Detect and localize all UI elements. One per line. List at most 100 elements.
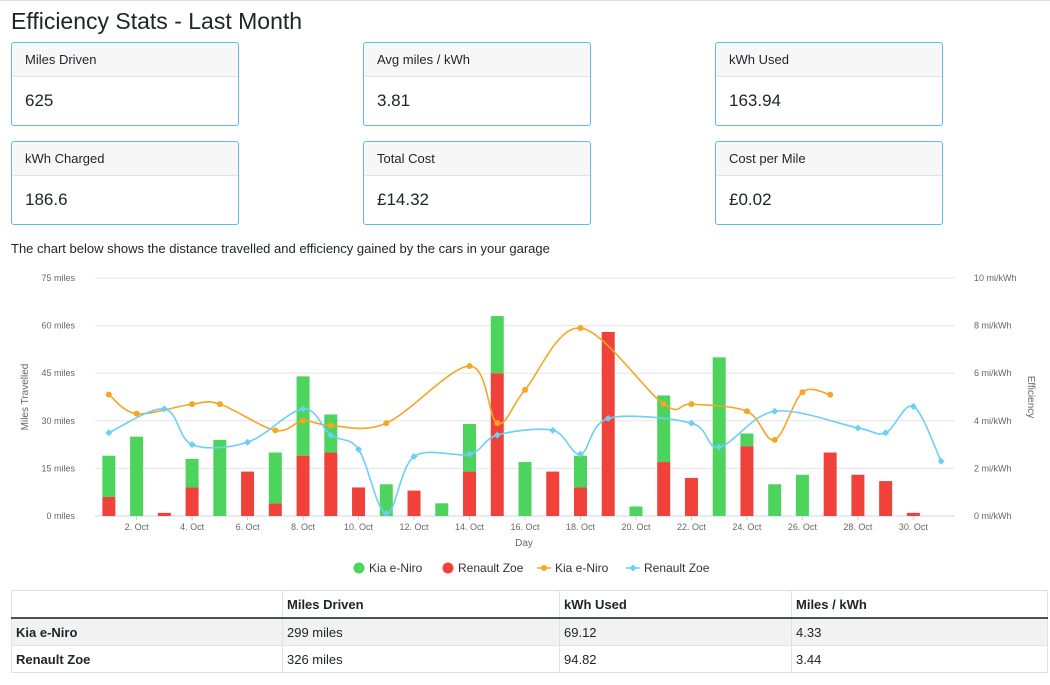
point-kia-e-niro[interactable] xyxy=(688,401,695,408)
x-axis-ticks: 2. Oct 4. Oct 6. Oct 8. Oct 10. Oct 12. Oct 14… xyxy=(95,515,955,532)
point-kia-e-niro[interactable] xyxy=(216,401,223,408)
bar-renault-zoe[interactable] xyxy=(157,512,171,516)
point-kia-e-niro[interactable] xyxy=(743,408,750,415)
kwh-used-card: kWh Used 163.94 xyxy=(715,42,943,126)
point-kia-e-niro[interactable] xyxy=(771,436,778,443)
point-renault-zoe[interactable] xyxy=(715,443,723,451)
cost-per-mile-card: Cost per Mile £0.02 xyxy=(715,141,943,225)
bar-renault-zoe[interactable] xyxy=(851,474,865,516)
bar-renault-zoe[interactable] xyxy=(740,446,754,516)
point-renault-zoe[interactable] xyxy=(771,407,779,415)
bar-renault-zoe[interactable] xyxy=(185,487,199,516)
legend-item-zoe-bars[interactable]: Renault Zoe xyxy=(442,561,524,575)
point-renault-zoe[interactable] xyxy=(105,429,113,437)
x-axis-tick-label: 18. Oct xyxy=(566,522,596,532)
bar-kia-e-niro[interactable] xyxy=(740,433,754,447)
bar-kia-e-niro[interactable] xyxy=(296,376,310,456)
right-axis-tick-label: 0 mi/kWh xyxy=(974,511,1012,521)
point-renault-zoe[interactable] xyxy=(466,450,474,458)
point-renault-zoe[interactable] xyxy=(244,438,252,446)
top-divider xyxy=(0,0,1050,1)
bar-renault-zoe[interactable] xyxy=(241,471,255,516)
point-renault-zoe[interactable] xyxy=(549,426,557,434)
point-kia-e-niro[interactable] xyxy=(466,363,473,370)
point-renault-zoe[interactable] xyxy=(909,403,917,411)
point-kia-e-niro[interactable] xyxy=(272,427,279,434)
bar-renault-zoe[interactable] xyxy=(324,452,338,516)
right-axis-tick-label: 10 mi/kWh xyxy=(974,273,1017,283)
bar-kia-e-niro[interactable] xyxy=(490,316,504,374)
point-kia-e-niro[interactable] xyxy=(189,401,196,408)
card-label: Total Cost xyxy=(364,142,590,176)
bar-kia-e-niro[interactable] xyxy=(573,455,587,488)
point-kia-e-niro[interactable] xyxy=(383,420,390,427)
legend-item-kia-line[interactable]: Kia e-Niro xyxy=(537,561,609,575)
bar-kia-e-niro[interactable] xyxy=(795,474,809,516)
bar-kia-e-niro[interactable] xyxy=(629,506,643,516)
bar-kia-e-niro[interactable] xyxy=(130,436,144,516)
page-title: Efficiency Stats - Last Month xyxy=(11,8,303,34)
x-axis-tick-label: 4. Oct xyxy=(180,522,205,532)
point-kia-e-niro[interactable] xyxy=(133,410,140,417)
point-kia-e-niro[interactable] xyxy=(799,389,806,396)
point-renault-zoe[interactable] xyxy=(493,431,501,439)
point-renault-zoe[interactable] xyxy=(687,419,695,427)
point-kia-e-niro[interactable] xyxy=(494,420,501,427)
bar-renault-zoe[interactable] xyxy=(463,471,477,516)
bar-kia-e-niro[interactable] xyxy=(463,423,477,472)
point-kia-e-niro[interactable] xyxy=(660,401,667,408)
bar-renault-zoe[interactable] xyxy=(407,490,421,516)
card-value: £14.32 xyxy=(377,190,429,209)
point-kia-e-niro[interactable] xyxy=(827,391,834,398)
bar-renault-zoe[interactable] xyxy=(490,373,504,516)
cell-miles: 299 miles xyxy=(282,617,560,646)
bar-renault-zoe[interactable] xyxy=(684,477,698,516)
point-renault-zoe[interactable] xyxy=(882,429,890,437)
point-renault-zoe[interactable] xyxy=(410,453,418,460)
point-kia-e-niro[interactable] xyxy=(577,324,584,331)
point-renault-zoe[interactable] xyxy=(188,441,196,449)
point-kia-e-niro[interactable] xyxy=(327,422,334,429)
bar-renault-zoe[interactable] xyxy=(352,487,366,516)
point-renault-zoe[interactable] xyxy=(299,405,307,413)
point-renault-zoe[interactable] xyxy=(355,445,363,453)
table-header-row: Miles Driven kWh Used Miles / kWh xyxy=(11,590,1048,619)
point-renault-zoe[interactable] xyxy=(382,510,390,518)
bar-kia-e-niro[interactable] xyxy=(657,395,671,463)
bar-kia-e-niro[interactable] xyxy=(185,458,199,488)
bar-renault-zoe[interactable] xyxy=(268,503,282,516)
bar-kia-e-niro[interactable] xyxy=(768,484,782,516)
point-renault-zoe[interactable] xyxy=(604,414,612,422)
bar-renault-zoe[interactable] xyxy=(573,487,587,516)
bar-kia-e-niro[interactable] xyxy=(102,455,116,497)
bar-kia-e-niro[interactable] xyxy=(712,357,726,516)
bar-renault-zoe[interactable] xyxy=(296,455,310,516)
point-renault-zoe[interactable] xyxy=(160,405,168,413)
bar-kia-e-niro[interactable] xyxy=(268,452,282,504)
bar-renault-zoe[interactable] xyxy=(906,512,920,516)
bar-renault-zoe[interactable] xyxy=(102,496,116,516)
x-axis-tick-label: 26. Oct xyxy=(788,522,818,532)
point-renault-zoe[interactable] xyxy=(854,424,862,432)
point-kia-e-niro[interactable] xyxy=(522,386,528,393)
cell-miles: 326 miles xyxy=(282,645,560,673)
bar-kia-e-niro[interactable] xyxy=(379,484,393,516)
bar-renault-zoe[interactable] xyxy=(657,462,671,516)
bar-kia-e-niro[interactable] xyxy=(518,462,532,516)
point-kia-e-niro[interactable] xyxy=(105,391,112,398)
point-renault-zoe[interactable] xyxy=(576,450,584,458)
point-renault-zoe[interactable] xyxy=(937,457,945,465)
bar-renault-zoe[interactable] xyxy=(879,481,893,516)
point-renault-zoe[interactable] xyxy=(327,431,335,439)
bar-renault-zoe[interactable] xyxy=(546,471,560,516)
bar-renault-zoe[interactable] xyxy=(823,452,837,516)
bar-kia-e-niro[interactable] xyxy=(213,439,227,516)
legend-item-kia-bars[interactable]: Kia e-Niro xyxy=(353,561,423,575)
bar-kia-e-niro[interactable] xyxy=(435,503,449,516)
bar-renault-zoe[interactable] xyxy=(601,331,615,516)
legend-item-zoe-line[interactable]: Renault Zoe xyxy=(626,561,710,575)
chart-legend: Kia e-Niro Renault Zoe Kia e-Niro Renaul… xyxy=(353,561,710,575)
point-kia-e-niro[interactable] xyxy=(300,417,307,424)
right-axis-tick-label: 6 mi/kWh xyxy=(974,368,1012,378)
left-axis-tick-label: 0 miles xyxy=(46,511,75,521)
